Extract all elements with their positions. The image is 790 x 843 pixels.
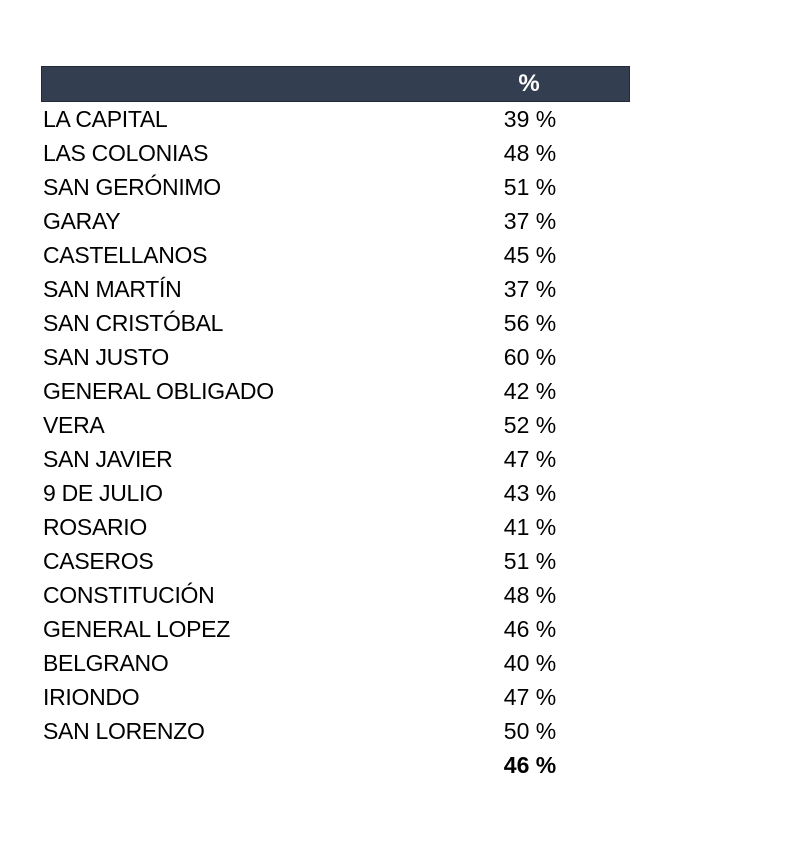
table-row: CONSTITUCIÓN 48 % <box>41 578 630 612</box>
department-name: CONSTITUCIÓN <box>43 581 215 608</box>
table-row: SAN CRISTÓBAL 56 % <box>41 306 630 340</box>
percent-value: 43 % <box>503 479 557 506</box>
table-row: GENERAL LOPEZ 46 % <box>41 612 630 646</box>
department-name: GARAY <box>43 207 121 234</box>
table-row: SAN JAVIER 47 % <box>41 442 630 476</box>
department-name: SAN JAVIER <box>43 445 173 472</box>
department-name: SAN MARTÍN <box>43 275 182 302</box>
table-row: CASEROS 51 % <box>41 544 630 578</box>
departments-percent-table: % LA CAPITAL 39 % LAS COLONIAS 48 % SAN GERÓ… <box>41 66 630 782</box>
department-name: GENERAL OBLIGADO <box>43 377 274 404</box>
percent-value: 60 % <box>503 343 557 370</box>
table-row: SAN GERÓNIMO 51 % <box>41 170 630 204</box>
percent-value: 40 % <box>503 649 557 676</box>
department-name: LA CAPITAL <box>43 105 168 132</box>
percent-value: 56 % <box>503 309 557 336</box>
percent-value: 52 % <box>503 411 557 438</box>
department-name: CASTELLANOS <box>43 241 208 268</box>
percent-value: 39 % <box>503 105 557 132</box>
department-name: BELGRANO <box>43 649 169 676</box>
table-header-row: % <box>41 66 630 102</box>
table-row: CASTELLANOS 45 % <box>41 238 630 272</box>
department-name: LAS COLONIAS <box>43 139 209 166</box>
table-row: SAN JUSTO 60 % <box>41 340 630 374</box>
percent-value: 48 % <box>503 139 557 166</box>
department-name: VERA <box>43 411 105 438</box>
table-row: IRIONDO 47 % <box>41 680 630 714</box>
department-name: SAN GERÓNIMO <box>43 173 221 200</box>
department-name: SAN CRISTÓBAL <box>43 309 224 336</box>
department-name: ROSARIO <box>43 513 147 540</box>
department-name: CASEROS <box>43 547 154 574</box>
department-name: IRIONDO <box>43 683 140 710</box>
table-row: GENERAL OBLIGADO 42 % <box>41 374 630 408</box>
table-total-row: 46 % <box>41 748 630 782</box>
department-name: SAN JUSTO <box>43 343 169 370</box>
percent-value: 48 % <box>503 581 557 608</box>
percent-value: 51 % <box>503 173 557 200</box>
table-row: ROSARIO 41 % <box>41 510 630 544</box>
percent-value: 41 % <box>503 513 557 540</box>
percent-value: 37 % <box>503 275 557 302</box>
percent-value: 51 % <box>503 547 557 574</box>
header-percent-cell: % <box>518 70 540 97</box>
percent-value: 47 % <box>503 445 557 472</box>
table-row: GARAY 37 % <box>41 204 630 238</box>
department-name: GENERAL LOPEZ <box>43 615 230 642</box>
department-name: SAN LORENZO <box>43 717 205 744</box>
table-row: VERA 52 % <box>41 408 630 442</box>
percent-value: 42 % <box>503 377 557 404</box>
table-row: LAS COLONIAS 48 % <box>41 136 630 170</box>
department-name: 9 DE JULIO <box>43 479 163 506</box>
table-row: 9 DE JULIO 43 % <box>41 476 630 510</box>
percent-value: 46 % <box>503 615 557 642</box>
table-row: LA CAPITAL 39 % <box>41 102 630 136</box>
table-body: LA CAPITAL 39 % LAS COLONIAS 48 % SAN GERÓNI… <box>41 102 630 748</box>
percent-value: 50 % <box>503 717 557 744</box>
table-row: BELGRANO 40 % <box>41 646 630 680</box>
table-row: SAN LORENZO 50 % <box>41 714 630 748</box>
percent-value: 37 % <box>503 207 557 234</box>
percent-value: 45 % <box>503 241 557 268</box>
table-row: SAN MARTÍN 37 % <box>41 272 630 306</box>
total-percent-value: 46 % <box>503 751 557 778</box>
percent-value: 47 % <box>503 683 557 710</box>
